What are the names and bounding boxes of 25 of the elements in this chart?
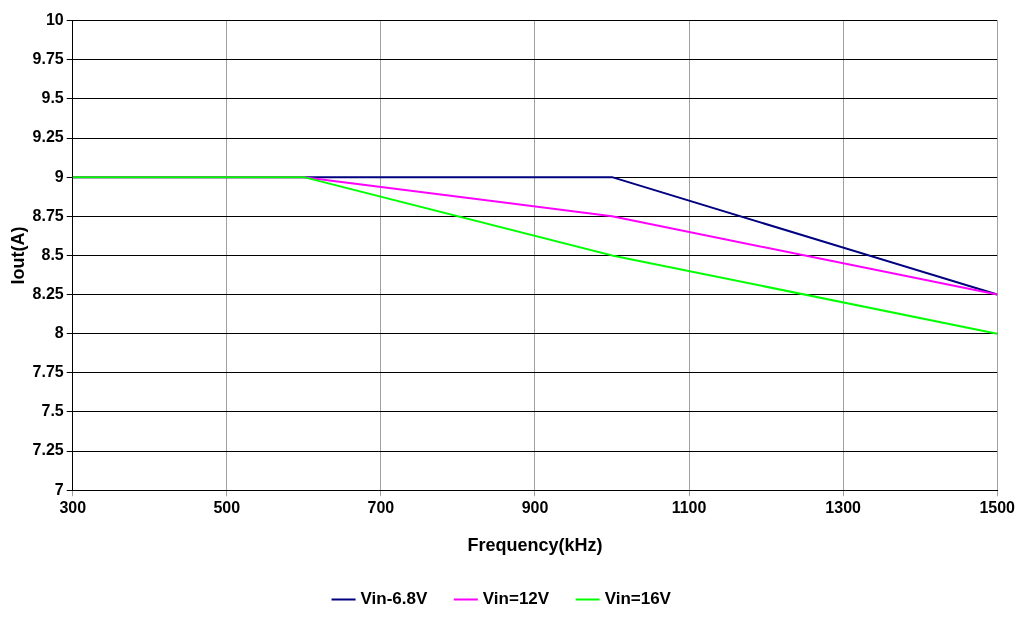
- y-tick-label: 10: [45, 11, 64, 29]
- y-tick-label: 8.75: [32, 206, 64, 224]
- y-tick-label: 8: [54, 324, 64, 342]
- y-axis-title: Iout(A): [7, 226, 28, 285]
- y-tick-label: 7.25: [32, 441, 64, 459]
- legend-label: Vin-6.8V: [360, 589, 428, 609]
- y-tick-label: 9: [54, 167, 64, 185]
- y-tick-label: 7.75: [32, 363, 64, 381]
- x-tick-label: 1500: [979, 499, 1016, 517]
- y-tick-label: 8.5: [41, 245, 64, 263]
- y-tick-label: 9.75: [32, 50, 64, 68]
- legend-label: Vin=16V: [604, 589, 672, 609]
- x-tick-label: 500: [213, 499, 241, 517]
- x-tick-label: 1100: [671, 499, 707, 517]
- x-tick-label: 1300: [825, 499, 862, 517]
- x-tick-label: 300: [59, 499, 87, 517]
- x-tick-label: 700: [367, 499, 395, 517]
- y-tick-label: 8.25: [32, 284, 64, 302]
- y-tick-label: 9.25: [32, 128, 64, 146]
- x-axis-title: Frequency(kHz): [467, 535, 603, 556]
- y-tick-label: 7: [54, 480, 64, 498]
- y-tick-label: 9.5: [41, 89, 64, 107]
- x-tick-label: 900: [521, 499, 549, 517]
- y-tick-label: 7.5: [41, 402, 64, 420]
- legend-label: Vin=12V: [482, 589, 550, 609]
